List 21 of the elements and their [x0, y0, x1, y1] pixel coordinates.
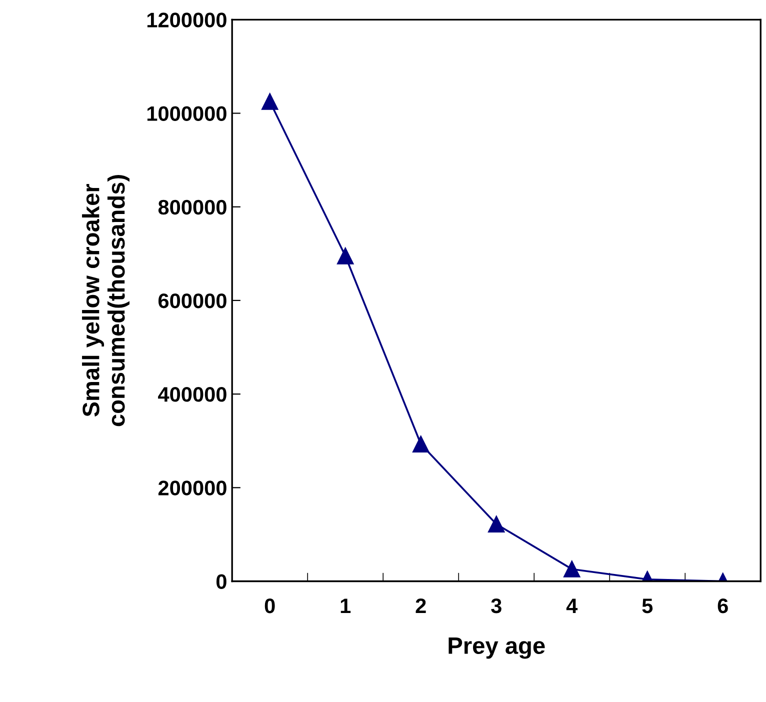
- point: [262, 93, 278, 110]
- x-tick-label: 4: [566, 598, 578, 614]
- point: [412, 436, 430, 452]
- y-tick-label: 0: [216, 574, 226, 590]
- x-tick-label: 2: [416, 598, 426, 614]
- y-tick-label: 400000: [158, 387, 226, 402]
- x-tick-label: 5: [642, 598, 653, 614]
- x-tick-label: 1: [340, 598, 351, 614]
- x-tick-label: 6: [718, 598, 728, 614]
- y-tick-label: 800000: [158, 200, 226, 215]
- y-tick-label: 1200000: [147, 12, 226, 28]
- y-tick-label: 200000: [158, 480, 226, 496]
- point: [564, 560, 580, 578]
- x-tick-label: 0: [264, 598, 275, 614]
- y-axis-title: Small yellow croaker consumed(thousands): [82, 175, 130, 426]
- point: [488, 516, 505, 532]
- x-axis-title: Prey age: [448, 638, 545, 659]
- point: [337, 248, 354, 264]
- y-tick-label: 1000000: [147, 106, 226, 122]
- x-tick-label: 3: [491, 598, 502, 614]
- y-tick-label: 600000: [158, 293, 226, 308]
